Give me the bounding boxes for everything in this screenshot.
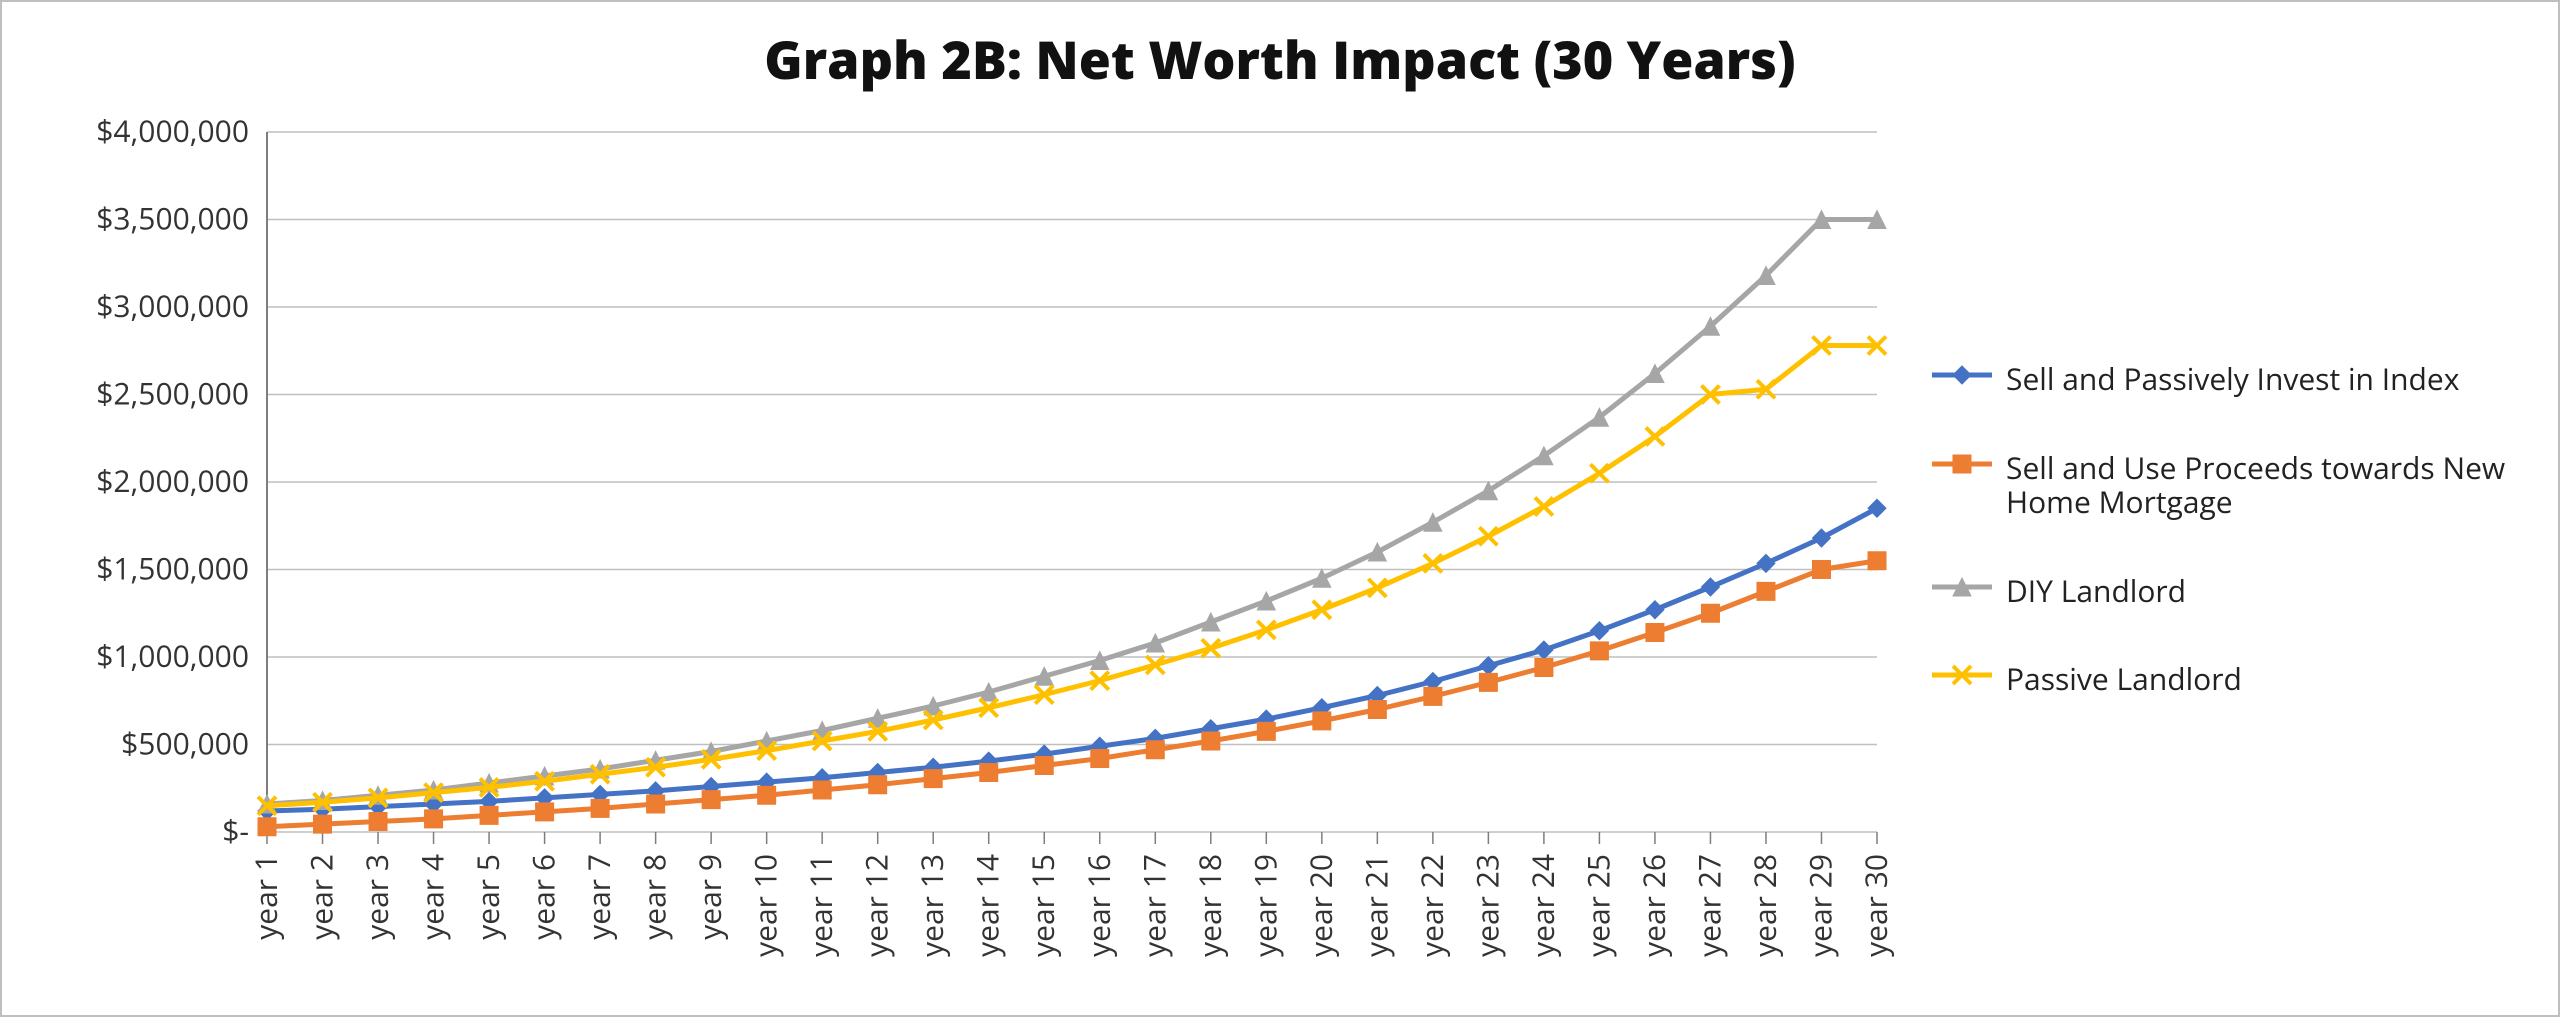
svg-text:year 12: year 12 <box>856 854 897 957</box>
legend-label: Sell and Passively Invest in Index <box>2006 362 2459 397</box>
svg-text:$2,000,000: $2,000,000 <box>96 460 249 501</box>
svg-text:year 11: year 11 <box>800 854 841 957</box>
svg-text:year 13: year 13 <box>911 854 952 957</box>
chart-container: Graph 2B: Net Worth Impact (30 Years) $-… <box>0 0 2560 1017</box>
svg-text:$3,500,000: $3,500,000 <box>96 198 249 239</box>
legend-item: Sell and Use Proceeds towards New Home M… <box>1932 451 2526 520</box>
legend-label: Sell and Use Proceeds towards New Home M… <box>2006 451 2526 520</box>
svg-text:year 17: year 17 <box>1133 854 1174 957</box>
svg-text:year 16: year 16 <box>1078 854 1119 957</box>
svg-text:year 15: year 15 <box>1022 854 1063 957</box>
svg-text:year 1: year 1 <box>245 854 286 940</box>
svg-text:year 19: year 19 <box>1244 854 1285 957</box>
legend-item: Passive Landlord <box>1932 662 2526 697</box>
svg-text:$4,000,000: $4,000,000 <box>96 110 249 151</box>
svg-text:$2,500,000: $2,500,000 <box>96 373 249 414</box>
legend-swatch <box>1932 574 1992 600</box>
svg-text:$500,000: $500,000 <box>121 723 249 764</box>
svg-text:year 30: year 30 <box>1855 854 1896 957</box>
svg-text:year 14: year 14 <box>967 854 1008 957</box>
svg-text:year 29: year 29 <box>1799 854 1840 957</box>
svg-text:year 3: year 3 <box>356 854 397 940</box>
svg-text:year 2: year 2 <box>301 854 342 940</box>
legend: Sell and Passively Invest in Index Sell a… <box>1932 362 2526 751</box>
svg-text:year 5: year 5 <box>467 854 508 940</box>
svg-text:year 22: year 22 <box>1411 854 1452 957</box>
plot-area: $- $500,000 $1,000,000 $1,500,000 $2,000,000… <box>37 112 1917 1032</box>
svg-text:year 10: year 10 <box>745 854 786 957</box>
legend-swatch <box>1932 362 1992 388</box>
svg-text:year 9: year 9 <box>689 854 730 940</box>
legend-swatch <box>1932 662 1992 688</box>
chart-title: Graph 2B: Net Worth Impact (30 Years) <box>2 24 2558 95</box>
svg-text:$1,500,000: $1,500,000 <box>96 548 249 589</box>
svg-text:$-: $- <box>222 810 249 851</box>
svg-text:year 28: year 28 <box>1744 854 1785 957</box>
svg-text:year 25: year 25 <box>1577 854 1618 957</box>
svg-text:year 26: year 26 <box>1633 854 1674 957</box>
svg-text:year 18: year 18 <box>1189 854 1230 957</box>
svg-text:$3,000,000: $3,000,000 <box>96 285 249 326</box>
svg-text:year 23: year 23 <box>1466 854 1507 957</box>
legend-swatch <box>1932 451 1992 477</box>
svg-text:$1,000,000: $1,000,000 <box>96 635 249 676</box>
legend-label: Passive Landlord <box>2006 662 2242 697</box>
svg-text:year 24: year 24 <box>1522 854 1563 957</box>
svg-text:year 4: year 4 <box>412 854 453 940</box>
svg-text:year 7: year 7 <box>578 854 619 940</box>
legend-item: DIY Landlord <box>1932 574 2526 609</box>
svg-text:year 20: year 20 <box>1300 854 1341 957</box>
svg-text:year 21: year 21 <box>1355 854 1396 957</box>
svg-text:year 27: year 27 <box>1688 854 1729 957</box>
legend-label: DIY Landlord <box>2006 574 2186 609</box>
svg-text:year 6: year 6 <box>523 854 564 940</box>
svg-text:year 8: year 8 <box>634 854 675 940</box>
legend-item: Sell and Passively Invest in Index <box>1932 362 2526 397</box>
